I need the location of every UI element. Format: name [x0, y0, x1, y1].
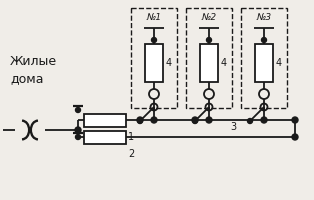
Circle shape	[151, 117, 157, 123]
Circle shape	[192, 117, 198, 123]
Bar	[241, 8, 287, 108]
Circle shape	[192, 118, 198, 123]
Circle shape	[292, 117, 298, 123]
Text: 4: 4	[276, 58, 282, 68]
Text: №1: №1	[146, 12, 162, 21]
Text: №2: №2	[202, 12, 217, 21]
Circle shape	[75, 127, 81, 133]
Text: 3: 3	[230, 122, 236, 132]
Bar	[186, 8, 232, 108]
Text: Жилые
дома: Жилые дома	[10, 55, 57, 85]
Circle shape	[262, 38, 267, 43]
Text: 1: 1	[128, 132, 134, 142]
Circle shape	[206, 117, 212, 123]
Circle shape	[75, 134, 80, 140]
Circle shape	[138, 118, 143, 123]
Circle shape	[207, 38, 212, 43]
Bar	[145, 44, 163, 82]
Bar	[131, 8, 177, 108]
Bar	[84, 114, 126, 127]
Bar	[84, 130, 126, 144]
Text: 2: 2	[128, 149, 134, 159]
Circle shape	[261, 117, 267, 123]
Text: 4: 4	[221, 58, 227, 68]
Circle shape	[137, 117, 143, 123]
Text: №3: №3	[257, 12, 272, 21]
Bar	[255, 44, 273, 82]
Bar	[200, 44, 218, 82]
Text: 4: 4	[166, 58, 172, 68]
Circle shape	[292, 134, 298, 140]
Circle shape	[247, 118, 252, 123]
Circle shape	[151, 38, 156, 43]
Circle shape	[75, 108, 80, 112]
